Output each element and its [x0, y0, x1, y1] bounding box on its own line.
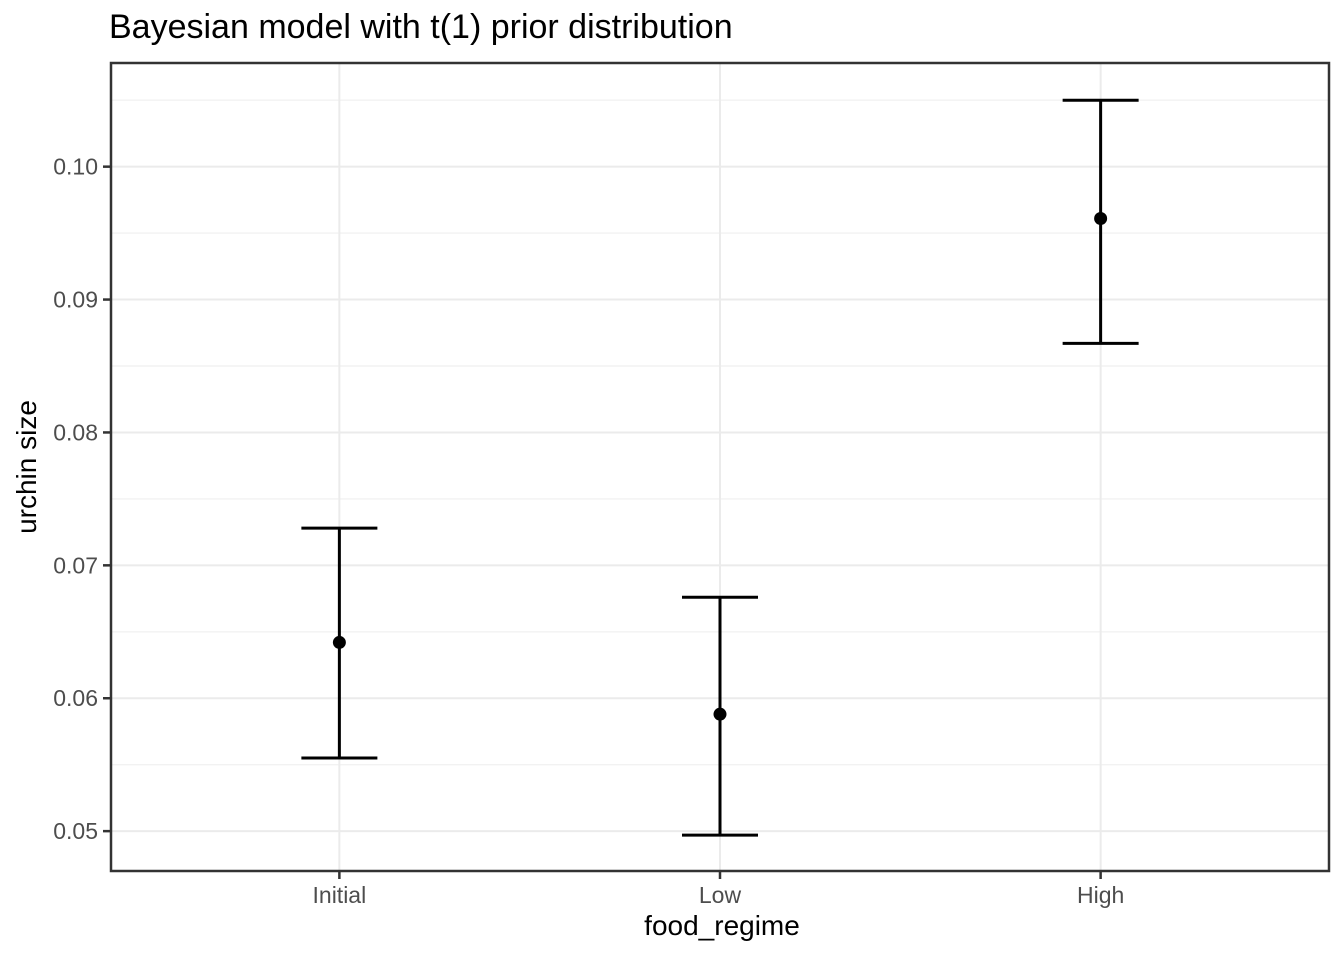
point-estimate-low	[713, 707, 727, 721]
y-tick-label: 0.09	[53, 287, 98, 313]
x-tick-label: Initial	[313, 882, 367, 908]
x-axis-title: food_regime	[644, 910, 800, 941]
point-estimate-initial	[332, 635, 346, 649]
y-tick-label: 0.10	[53, 154, 98, 180]
chart-title: Bayesian model with t(1) prior distribut…	[109, 8, 733, 46]
y-tick-label: 0.06	[53, 685, 98, 711]
point-estimate-high	[1094, 211, 1108, 225]
y-tick-label: 0.08	[53, 419, 98, 445]
x-tick-label: Low	[699, 882, 742, 908]
y-tick-label: 0.07	[53, 552, 98, 578]
x-tick-label: High	[1077, 882, 1124, 908]
y-tick-label: 0.05	[53, 818, 98, 844]
